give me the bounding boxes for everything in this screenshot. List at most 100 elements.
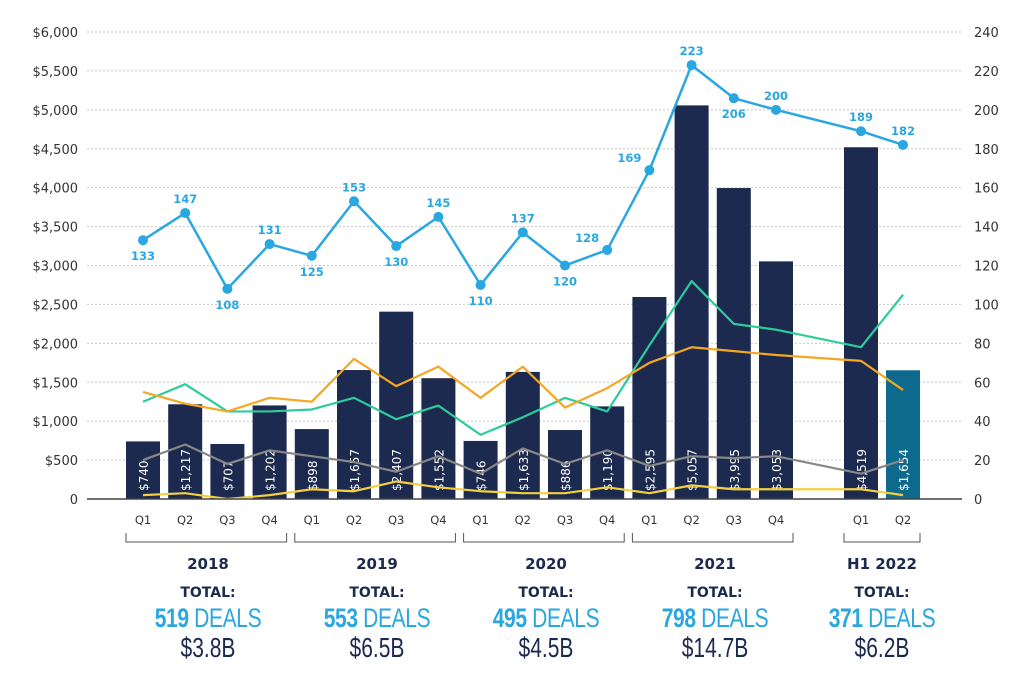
deal-count-point xyxy=(602,244,613,255)
bar-value-label: $1,654 xyxy=(897,449,911,491)
deal-count-label: 137 xyxy=(511,211,535,225)
summary-2021: 2021 TOTAL: 798 DEALS $14.7B xyxy=(630,555,800,663)
left-tick-label: $5,500 xyxy=(33,65,79,80)
deal-count-point xyxy=(771,104,781,115)
gridlines xyxy=(87,31,962,461)
bar-value-label: $1,217 xyxy=(179,449,193,491)
right-tick-label: 200 xyxy=(974,104,999,119)
quarter-label: Q1 xyxy=(135,513,151,527)
deal-count-point xyxy=(728,93,739,104)
right-tick-label: 100 xyxy=(974,298,999,313)
quarter-label: Q2 xyxy=(177,513,193,527)
deal-count-label: 130 xyxy=(384,255,408,269)
bar-value-label: $898 xyxy=(306,460,320,491)
quarter-label: Q3 xyxy=(726,513,742,527)
left-tick-label: $6,000 xyxy=(33,26,79,41)
total-label: TOTAL: xyxy=(518,585,574,601)
deal-count-point xyxy=(264,239,275,250)
left-tick-label: $2,500 xyxy=(33,298,79,313)
deal-count-point xyxy=(475,279,486,290)
bar xyxy=(294,429,329,499)
deal-count-label: 120 xyxy=(553,275,577,289)
right-tick-label: 60 xyxy=(974,376,991,391)
left-tick-label: $4,000 xyxy=(33,182,79,197)
right-tick-label: 80 xyxy=(974,337,991,352)
year-bracket xyxy=(294,533,456,543)
year-bracket xyxy=(125,533,288,543)
deal-count-point xyxy=(138,235,148,246)
quarter-label: Q4 xyxy=(261,513,277,527)
right-tick-label: 220 xyxy=(974,65,999,80)
quarter-label: Q2 xyxy=(683,513,699,527)
bar xyxy=(844,147,878,499)
line-series: 133 147 108 131 125 153 130 145 110 137 120 128 169 2… xyxy=(131,44,915,501)
bar-value-label: $707 xyxy=(221,460,235,491)
total-label: TOTAL: xyxy=(349,585,405,601)
deals-number: 798 xyxy=(661,603,696,633)
deal-count-label: 128 xyxy=(575,231,599,245)
summary-2020: 2020 TOTAL: 495 DEALS $4.5B xyxy=(461,555,631,663)
summary-2018: 2018 TOTAL: 519 DEALS $3.8B xyxy=(123,555,293,663)
bar-value-label: $3,053 xyxy=(770,449,784,491)
right-tick-label: 120 xyxy=(974,260,999,275)
year-bracket xyxy=(631,533,794,543)
right-tick-label: 240 xyxy=(974,26,999,41)
total-label: TOTAL: xyxy=(180,585,236,601)
deal-count-label: 206 xyxy=(722,107,746,121)
bar xyxy=(886,370,920,499)
right-tick-label: 0 xyxy=(974,493,982,508)
total-amount: $6.2B xyxy=(854,632,910,663)
deal-count-label: 189 xyxy=(849,110,873,124)
left-tick-label: $2,000 xyxy=(33,337,79,352)
deal-count-label: 182 xyxy=(891,124,915,138)
quarter-label: Q1 xyxy=(853,513,869,527)
deal-count-label: 200 xyxy=(764,89,788,103)
deal-count-label: 147 xyxy=(173,192,197,206)
right-tick-label: 180 xyxy=(974,143,999,158)
total-amount: $3.8B xyxy=(180,632,236,663)
deal-chart: 0 $500 $1,000 $1,500 $2,000 $2,500 $3,000 $3,50… xyxy=(33,26,999,543)
summary-2019: 2019 TOTAL: 553 DEALS $6.5B xyxy=(292,555,462,663)
quarter-label: Q4 xyxy=(768,513,784,527)
quarter-label: Q2 xyxy=(346,513,362,527)
left-tick-label: $1,500 xyxy=(33,376,79,391)
deal-count-label: 131 xyxy=(258,223,282,237)
deal-count-point xyxy=(391,241,402,252)
right-tick-label: 140 xyxy=(974,221,999,236)
bar-value-label: $746 xyxy=(475,460,489,491)
bar-value-label: $886 xyxy=(559,460,573,491)
total-amount: $14.7B xyxy=(681,632,749,663)
deal-count-label: 110 xyxy=(469,294,493,308)
deals-word: DEALS xyxy=(701,603,769,633)
total-amount: $6.5B xyxy=(349,632,405,663)
deal-count-point xyxy=(517,227,528,238)
deal-count-point xyxy=(222,283,233,294)
year-label: 2021 xyxy=(694,555,736,573)
left-tick-label: $5,000 xyxy=(33,104,79,119)
right-tick-label: 160 xyxy=(974,182,999,197)
x-tick-labels: Q1 Q2 Q3 Q4 Q1 Q2 Q3 Q4 Q1 Q2 Q3 Q4 Q1 Q2 Q3 Q4 Q1 Q2 xyxy=(135,513,911,527)
year-label: 2019 xyxy=(356,555,398,573)
deals-count: 495 DEALS xyxy=(480,603,613,633)
deal-count-label: 145 xyxy=(426,196,450,210)
deal-count-label: 169 xyxy=(617,151,641,165)
quarter-label: Q3 xyxy=(219,513,235,527)
deal-count-point xyxy=(560,260,570,271)
year-label: 2020 xyxy=(525,555,567,573)
deal-count-label: 133 xyxy=(131,249,155,263)
left-tick-label: $3,000 xyxy=(33,260,79,275)
bar-value-label: $2,595 xyxy=(643,449,657,491)
left-tick-label: $1,000 xyxy=(33,415,79,430)
bar-value-label: $1,657 xyxy=(348,449,362,491)
bar-value-label: $740 xyxy=(137,460,151,491)
bar-value-label: $4,519 xyxy=(855,449,869,491)
bar xyxy=(168,404,203,499)
left-tick-label: $3,500 xyxy=(33,221,79,236)
series-line-2aa7e0 xyxy=(142,63,904,291)
quarter-label: Q3 xyxy=(388,513,404,527)
bar xyxy=(337,370,371,499)
quarter-label: Q4 xyxy=(599,513,615,527)
bar xyxy=(674,105,709,499)
left-axis: 0 $500 $1,000 $1,500 $2,000 $2,500 $3,000 $3,50… xyxy=(33,26,79,508)
total-label: TOTAL: xyxy=(687,585,743,601)
